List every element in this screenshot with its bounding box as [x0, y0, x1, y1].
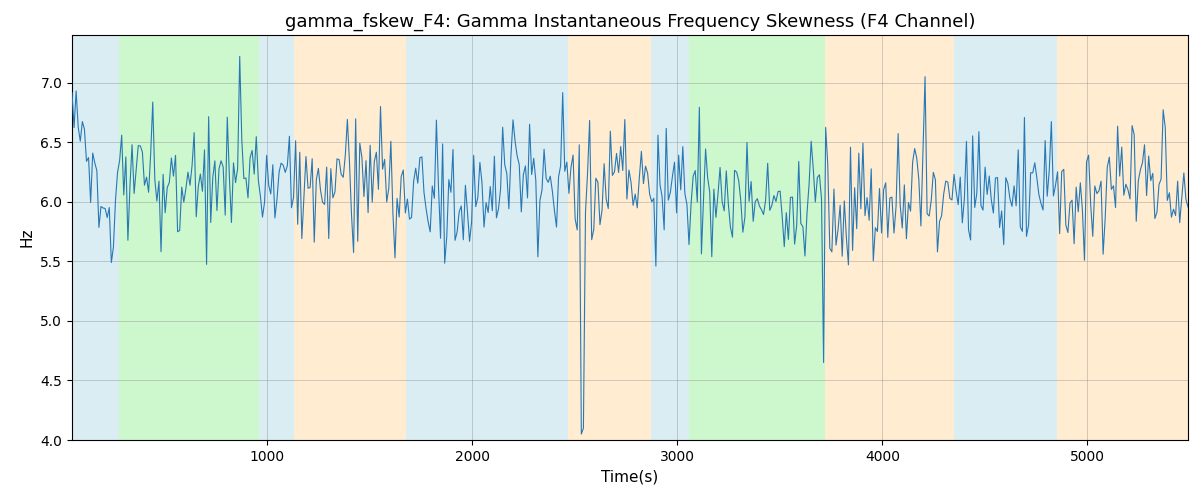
Bar — [72, 35, 119, 440]
Bar — [569, 35, 650, 440]
Title: gamma_fskew_F4: Gamma Instantaneous Frequency Skewness (F4 Channel): gamma_fskew_F4: Gamma Instantaneous Freq… — [284, 12, 976, 31]
Bar — [1057, 35, 1188, 440]
Bar — [119, 35, 259, 440]
Y-axis label: Hz: Hz — [19, 228, 35, 247]
Bar — [954, 35, 1057, 440]
Bar — [294, 35, 407, 440]
X-axis label: Time(s): Time(s) — [601, 470, 659, 484]
Bar — [690, 35, 824, 440]
Bar — [844, 35, 954, 440]
Bar — [824, 35, 844, 440]
Bar — [407, 35, 569, 440]
Bar — [259, 35, 294, 440]
Bar — [650, 35, 690, 440]
